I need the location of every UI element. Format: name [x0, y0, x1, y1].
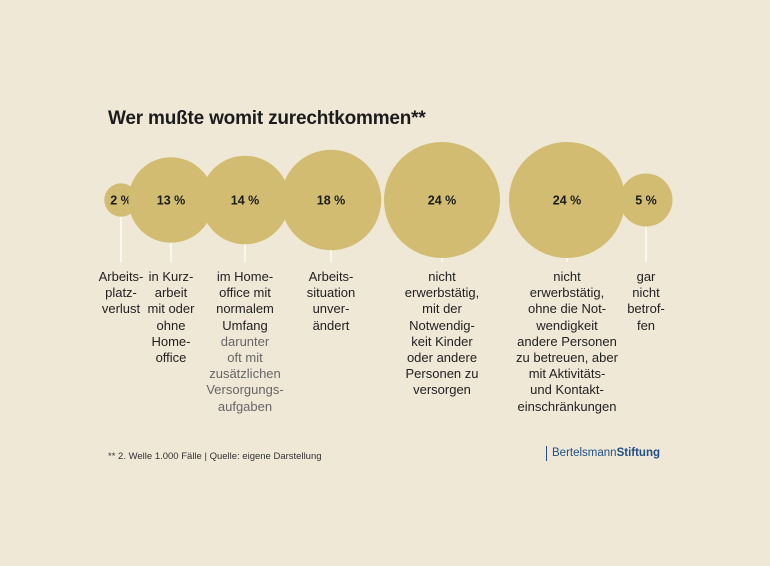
category-label-main: Arbeits- platz- verlust [98, 269, 144, 317]
category-label-main: nicht erwerbstätig, mit der Notwendig- k… [404, 269, 480, 398]
category-label: gar nicht betrof- fen [621, 269, 671, 334]
bubble [200, 155, 290, 245]
category-label-main: in Kurz- arbeit mit oder ohne Home- offi… [147, 269, 195, 366]
brand-logo: BertelsmannStiftung [546, 446, 660, 461]
category-label: im Home- office mit normalem Umfang darun… [204, 269, 286, 415]
category-label: nicht erwerbstätig, mit der Notwendig- k… [392, 269, 492, 399]
brand-part2: Stiftung [616, 447, 660, 459]
category-label: nicht erwerbstätig, ohne die Not- wendig… [510, 269, 625, 415]
category-label-main: gar nicht betrof- fen [627, 269, 665, 333]
bubble [280, 149, 382, 251]
value-label: 18 % [317, 194, 346, 208]
footnote: ** 2. Welle 1.000 Fälle | Quelle: eigene… [108, 451, 322, 462]
bubble [619, 173, 673, 227]
value-label: 14 % [231, 194, 260, 208]
bubble [384, 142, 500, 258]
value-label: 13 % [157, 194, 186, 208]
value-label: 24 % [428, 194, 457, 208]
value-label: 24 % [553, 194, 582, 208]
value-label: 2 % [110, 194, 132, 208]
category-label: Arbeits- platz- verlust [91, 269, 151, 318]
category-label-main: nicht erwerbstätig, ohne die Not- wendig… [516, 269, 618, 414]
category-label: Arbeits- situation unver- ändert [296, 269, 366, 334]
category-label: in Kurz- arbeit mit oder ohne Home- offi… [141, 269, 201, 366]
value-label: 5 % [635, 194, 657, 208]
category-label-main: im Home- office mit normalem Umfang [216, 269, 274, 333]
bubble [128, 157, 214, 243]
bubble [509, 142, 625, 258]
chart-title: Wer mußte womit zurechtkommen** [108, 108, 426, 129]
brand-part1: Bertelsmann [552, 447, 617, 459]
category-label-main: Arbeits- situation unver- ändert [306, 269, 356, 333]
category-sublabel: darunter oft mit zusätzlichen Versorgung… [206, 333, 284, 414]
